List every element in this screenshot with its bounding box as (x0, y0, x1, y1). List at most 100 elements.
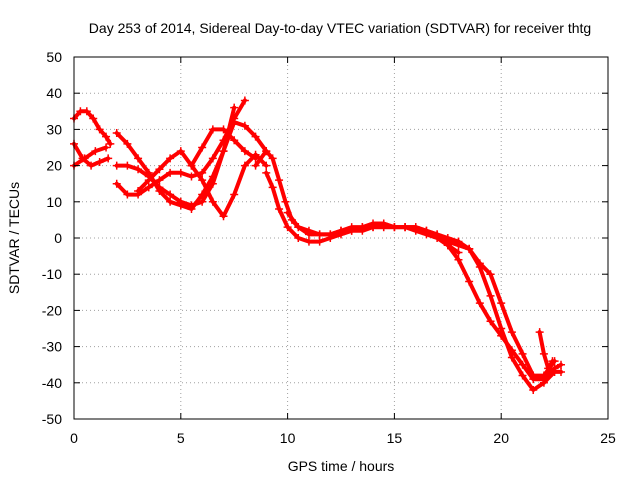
data-point (230, 190, 239, 199)
data-point (95, 157, 104, 166)
data-point (166, 190, 175, 199)
data-point (198, 197, 207, 206)
data-point (401, 223, 410, 232)
data-point (155, 165, 164, 174)
data-point (176, 201, 185, 210)
data-point (155, 186, 164, 195)
data-point (475, 299, 484, 308)
y-tick-label: 50 (46, 49, 62, 65)
y-tick-label: -30 (42, 339, 62, 355)
data-point (283, 223, 292, 232)
y-tick-label: 0 (54, 230, 62, 246)
data-point (208, 197, 217, 206)
data-point (187, 172, 196, 181)
data-point (198, 143, 207, 152)
data-point (433, 230, 442, 239)
data-point (102, 143, 111, 152)
data-point (187, 205, 196, 214)
data-point (95, 125, 104, 134)
data-point (486, 291, 495, 300)
data-point (219, 147, 228, 156)
data-point (230, 103, 239, 112)
data-point (262, 168, 271, 177)
x-axis-label: GPS time / hours (288, 458, 395, 474)
y-tick-label: -10 (42, 266, 62, 282)
series-track-6 (112, 118, 271, 214)
data-point (166, 154, 175, 163)
data-point (326, 230, 335, 239)
data-point (123, 161, 132, 170)
data-point (198, 190, 207, 199)
data-point (529, 371, 538, 380)
data-point (230, 118, 239, 127)
data-point (219, 125, 228, 134)
data-point (497, 299, 506, 308)
data-point (486, 270, 495, 279)
x-tick-label: 5 (177, 430, 185, 446)
series-track-15 (535, 328, 557, 373)
data-point (411, 223, 420, 232)
series-line (72, 109, 113, 146)
data-point (422, 226, 431, 235)
data-point (219, 212, 228, 221)
data-point (283, 208, 292, 217)
data-point (106, 139, 115, 148)
data-point (134, 154, 143, 163)
data-point (544, 364, 553, 373)
data-point (80, 154, 89, 163)
data-point (208, 154, 217, 163)
data-point (144, 183, 153, 192)
series-line (537, 330, 555, 371)
data-point (123, 190, 132, 199)
data-point (89, 114, 98, 123)
data-point (230, 136, 239, 145)
data-point (548, 357, 557, 366)
data-point (369, 219, 378, 228)
data-point (134, 165, 143, 174)
data-point (281, 197, 290, 206)
data-point (454, 248, 463, 257)
data-point (268, 154, 277, 163)
data-point (465, 244, 474, 253)
y-tick-label: -50 (42, 411, 62, 427)
data-point (507, 328, 516, 337)
data-point (134, 186, 143, 195)
data-point (87, 161, 96, 170)
data-point (454, 255, 463, 264)
series-track-11 (283, 208, 474, 253)
x-tick-label: 10 (280, 430, 296, 446)
data-point (497, 324, 506, 333)
data-point (176, 168, 185, 177)
x-tick-label: 20 (493, 430, 509, 446)
data-point (337, 226, 345, 235)
data-point (240, 147, 249, 156)
data-point (262, 147, 271, 156)
data-point (315, 230, 324, 239)
data-point (347, 226, 356, 235)
data-point (144, 176, 153, 185)
x-tick-label: 0 (70, 430, 78, 446)
data-point (275, 205, 284, 214)
data-point (557, 360, 566, 369)
x-tick-label: 25 (600, 430, 616, 446)
series-line (264, 170, 461, 255)
series-track-8 (187, 125, 260, 170)
data-point (251, 154, 260, 163)
data-point (198, 168, 207, 177)
data-point (518, 371, 527, 380)
data-point (176, 147, 185, 156)
data-point (539, 349, 548, 358)
series-line (72, 145, 108, 168)
data-point (240, 121, 249, 130)
data-point (443, 241, 452, 250)
series-track-1 (70, 107, 115, 148)
data-point (187, 161, 196, 170)
data-point (294, 223, 303, 232)
data-point (304, 237, 313, 246)
data-point (208, 125, 217, 134)
data-point (304, 230, 313, 239)
y-tick-label: 40 (46, 85, 62, 101)
data-point (518, 360, 527, 369)
data-point (275, 176, 284, 185)
